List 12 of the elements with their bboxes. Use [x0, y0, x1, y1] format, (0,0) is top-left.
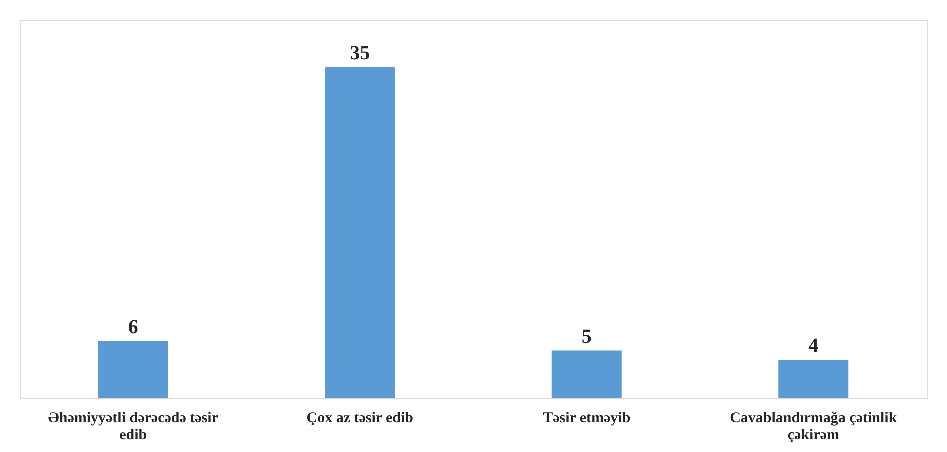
x-tick-label: Cavablandırmağa çətinlik çəkirəm [730, 410, 898, 444]
data-label: 4 [808, 335, 819, 358]
bar [325, 67, 396, 398]
x-tick-label: Çox az təsir edib [306, 410, 414, 426]
data-label: 5 [582, 326, 592, 348]
x-tick-label: Əhəmiyyətli dərəcədə təsir edib [48, 410, 219, 444]
bar [552, 350, 622, 398]
data-label: 6 [128, 316, 138, 338]
bar [778, 360, 849, 398]
data-label: 35 [350, 42, 370, 64]
x-tick-label: Təsir etməyib [543, 410, 631, 426]
bar [98, 341, 168, 398]
